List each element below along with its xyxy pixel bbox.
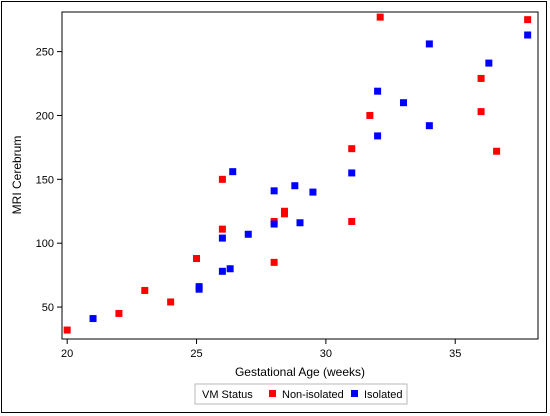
legend-title: VM Status <box>202 389 253 401</box>
plot-area <box>61 11 539 340</box>
data-point <box>296 219 304 227</box>
series-isolated <box>89 31 532 323</box>
legend-label-isolated: Isolated <box>364 389 403 401</box>
data-point <box>270 187 278 195</box>
data-point <box>167 298 175 306</box>
data-point <box>477 108 485 116</box>
data-point <box>348 217 356 225</box>
data-point <box>309 188 317 196</box>
data-point <box>89 315 97 323</box>
data-point <box>141 286 149 294</box>
data-point <box>291 182 299 190</box>
data-point <box>226 265 234 273</box>
x-tick-label: 25 <box>190 348 202 360</box>
data-point <box>229 168 237 176</box>
data-point <box>425 122 433 130</box>
data-point <box>366 111 374 119</box>
y-axis: 50 100 150 200 250 <box>36 47 62 314</box>
data-point <box>195 285 203 293</box>
y-axis-label: MRI Cerebrum <box>10 136 24 215</box>
data-point <box>63 326 71 334</box>
x-tick-label: 30 <box>320 348 332 360</box>
data-points <box>63 13 532 334</box>
data-point <box>348 169 356 177</box>
y-tick-label: 200 <box>36 110 54 122</box>
series-non-isolated <box>63 13 532 334</box>
data-point <box>193 255 201 263</box>
data-point <box>376 13 384 21</box>
data-point <box>270 220 278 228</box>
y-tick-label: 250 <box>36 47 54 59</box>
y-tick-label: 150 <box>36 174 54 186</box>
data-point <box>374 132 382 140</box>
data-point <box>524 16 532 24</box>
data-point <box>524 31 532 39</box>
y-tick-label: 100 <box>36 238 54 250</box>
data-point <box>493 147 501 155</box>
data-point <box>374 87 382 95</box>
data-point <box>244 230 252 238</box>
data-point <box>270 258 278 266</box>
data-point <box>218 225 226 233</box>
data-point <box>218 234 226 242</box>
y-tick-label: 50 <box>42 302 54 314</box>
data-point <box>218 175 226 183</box>
data-point <box>399 99 407 107</box>
legend-label-non-isolated: Non-isolated <box>282 389 344 401</box>
data-point <box>280 210 288 218</box>
legend-marker-isolated <box>351 390 358 397</box>
data-point <box>485 59 493 67</box>
x-axis: 20 25 30 35 <box>61 339 461 360</box>
legend-marker-non-isolated <box>269 390 276 397</box>
data-point <box>115 309 123 317</box>
legend-box <box>194 383 408 405</box>
data-point <box>218 267 226 275</box>
data-point <box>348 145 356 153</box>
data-point <box>425 40 433 48</box>
legend: VM Status Non-isolated Isolated <box>194 383 408 405</box>
x-tick-label: 35 <box>449 348 461 360</box>
data-point <box>477 74 485 82</box>
x-axis-label: Gestational Age (weeks) <box>235 365 365 379</box>
x-tick-label: 20 <box>61 348 73 360</box>
